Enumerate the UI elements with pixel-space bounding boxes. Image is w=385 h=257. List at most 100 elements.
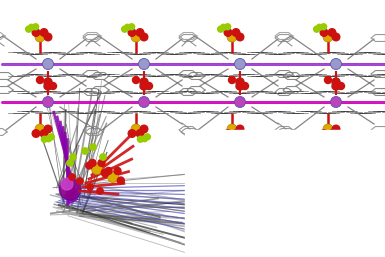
Circle shape — [224, 24, 231, 30]
Circle shape — [129, 29, 134, 33]
Circle shape — [49, 134, 54, 140]
Circle shape — [137, 136, 143, 142]
Circle shape — [140, 125, 148, 133]
Circle shape — [142, 136, 147, 142]
Circle shape — [136, 130, 144, 137]
Circle shape — [328, 130, 336, 137]
Circle shape — [44, 82, 52, 90]
Circle shape — [69, 174, 75, 180]
Circle shape — [233, 136, 239, 142]
Circle shape — [325, 77, 331, 84]
Circle shape — [32, 29, 40, 36]
Circle shape — [50, 82, 57, 89]
Circle shape — [131, 32, 141, 42]
Circle shape — [89, 159, 96, 167]
Circle shape — [132, 77, 139, 84]
Circle shape — [45, 136, 52, 142]
Circle shape — [232, 29, 240, 36]
Circle shape — [234, 96, 246, 107]
Circle shape — [131, 124, 141, 134]
Circle shape — [144, 134, 151, 140]
Circle shape — [42, 136, 47, 142]
Circle shape — [330, 96, 341, 107]
Circle shape — [128, 29, 136, 36]
Circle shape — [40, 130, 48, 137]
Circle shape — [42, 133, 47, 137]
Circle shape — [140, 82, 148, 90]
Circle shape — [44, 33, 52, 41]
Circle shape — [320, 29, 325, 33]
Circle shape — [236, 78, 244, 86]
Circle shape — [224, 130, 232, 137]
Circle shape — [328, 29, 336, 36]
Circle shape — [87, 184, 93, 190]
Circle shape — [114, 168, 121, 175]
Circle shape — [61, 178, 73, 190]
Circle shape — [240, 134, 246, 140]
Circle shape — [321, 24, 326, 30]
Circle shape — [32, 29, 37, 33]
Circle shape — [224, 29, 229, 33]
Circle shape — [320, 29, 328, 36]
Circle shape — [336, 134, 342, 140]
Circle shape — [67, 160, 73, 166]
Circle shape — [320, 130, 328, 137]
Circle shape — [332, 33, 340, 41]
Circle shape — [37, 77, 44, 84]
Circle shape — [97, 188, 103, 194]
Circle shape — [44, 78, 52, 86]
Circle shape — [218, 26, 224, 32]
Circle shape — [338, 82, 345, 89]
Circle shape — [140, 33, 148, 41]
Circle shape — [236, 33, 244, 41]
Circle shape — [35, 32, 45, 42]
Circle shape — [70, 154, 76, 160]
Circle shape — [122, 26, 128, 32]
Circle shape — [100, 154, 106, 160]
Circle shape — [77, 178, 83, 184]
Circle shape — [40, 29, 48, 36]
Circle shape — [90, 144, 96, 150]
Circle shape — [330, 133, 335, 137]
Circle shape — [129, 24, 135, 30]
Circle shape — [227, 124, 237, 134]
Circle shape — [323, 32, 333, 42]
Circle shape — [332, 125, 340, 133]
Circle shape — [227, 32, 237, 42]
Circle shape — [98, 159, 105, 167]
Circle shape — [140, 78, 148, 86]
Circle shape — [82, 148, 88, 154]
Circle shape — [26, 26, 32, 32]
Circle shape — [229, 77, 236, 84]
Circle shape — [234, 59, 246, 69]
Circle shape — [128, 130, 136, 137]
Circle shape — [92, 163, 102, 175]
Circle shape — [136, 29, 144, 36]
Circle shape — [124, 24, 131, 30]
Circle shape — [102, 170, 109, 177]
Circle shape — [35, 124, 45, 134]
Circle shape — [28, 24, 35, 30]
Circle shape — [86, 162, 93, 169]
Circle shape — [234, 133, 239, 137]
Circle shape — [236, 125, 244, 133]
Circle shape — [330, 59, 341, 69]
Circle shape — [238, 136, 243, 142]
Circle shape — [42, 96, 54, 107]
Circle shape — [105, 168, 112, 175]
Circle shape — [42, 59, 54, 69]
Circle shape — [117, 177, 124, 184]
Circle shape — [59, 178, 81, 200]
Circle shape — [332, 82, 340, 90]
Circle shape — [221, 24, 226, 30]
Circle shape — [139, 59, 149, 69]
Circle shape — [32, 130, 40, 137]
Circle shape — [316, 24, 323, 30]
Circle shape — [323, 124, 333, 134]
Circle shape — [146, 82, 152, 89]
Circle shape — [236, 82, 244, 90]
Circle shape — [232, 130, 240, 137]
Circle shape — [107, 171, 119, 182]
Circle shape — [101, 169, 108, 176]
Circle shape — [330, 136, 335, 142]
